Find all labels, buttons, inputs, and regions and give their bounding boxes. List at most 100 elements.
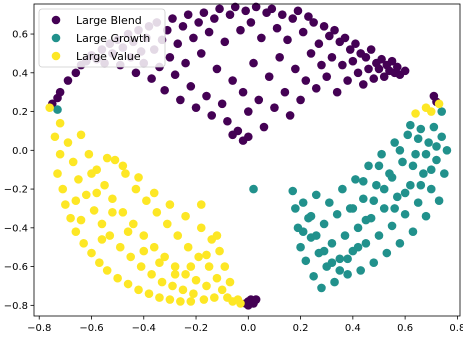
data-point	[426, 107, 436, 116]
data-point	[317, 60, 326, 70]
x-tick-label: 0.4	[345, 323, 361, 334]
data-point	[416, 180, 426, 190]
data-point	[434, 196, 444, 205]
data-point	[249, 58, 258, 68]
data-point	[359, 177, 368, 186]
data-point	[186, 82, 196, 91]
data-point	[257, 33, 266, 43]
data-point	[379, 72, 389, 81]
data-point	[212, 273, 222, 283]
data-point	[277, 10, 287, 19]
data-point	[61, 200, 70, 209]
data-point	[196, 223, 206, 233]
data-point	[364, 64, 373, 74]
data-point	[280, 87, 290, 97]
data-point	[217, 99, 227, 109]
data-point	[55, 118, 65, 128]
data-point	[212, 231, 222, 240]
data-point	[288, 14, 298, 23]
data-point	[345, 45, 355, 54]
data-point	[372, 180, 381, 190]
data-point	[102, 153, 112, 163]
data-point	[105, 231, 115, 240]
data-point	[53, 169, 62, 178]
data-point	[400, 188, 410, 198]
data-point	[183, 242, 193, 252]
data-point	[168, 14, 177, 23]
x-tick-label: 0.0	[240, 323, 256, 334]
data-point	[202, 250, 211, 260]
data-point	[322, 72, 332, 81]
data-point	[319, 246, 329, 256]
data-point	[196, 49, 206, 58]
data-point	[298, 227, 308, 236]
data-point	[390, 138, 399, 147]
series-1	[53, 105, 452, 293]
data-point	[301, 256, 311, 266]
data-point	[157, 277, 167, 287]
data-point	[314, 39, 324, 49]
data-point	[74, 175, 83, 184]
data-point	[115, 242, 125, 252]
data-point	[215, 246, 224, 256]
legend-label: Large Growth	[76, 32, 150, 45]
data-point	[408, 227, 418, 236]
x-tick-label: −0.8	[27, 323, 51, 334]
legend: Large Blend Large Growth Large Value	[38, 8, 166, 68]
y-tick-label: 0.0	[12, 146, 28, 157]
data-point	[50, 132, 60, 142]
data-point	[134, 173, 143, 182]
data-point	[212, 64, 222, 74]
data-point	[351, 175, 360, 184]
data-point	[301, 76, 311, 85]
data-point	[353, 242, 363, 252]
data-point	[275, 52, 284, 62]
data-point	[340, 231, 350, 240]
data-point	[283, 35, 292, 45]
data-point	[374, 64, 384, 74]
data-point	[353, 223, 363, 233]
data-point	[87, 248, 96, 258]
data-point	[241, 6, 250, 16]
data-point	[53, 93, 62, 103]
data-point	[330, 277, 339, 287]
data-point	[244, 301, 253, 310]
plot-frame	[33, 3, 461, 317]
data-point	[377, 149, 386, 159]
data-point	[246, 18, 256, 27]
data-point	[327, 52, 337, 62]
data-point	[196, 200, 206, 209]
data-point	[236, 25, 245, 35]
x-tick-label: 0.2	[293, 323, 309, 334]
x-axis: −0.8 −0.6 −0.4 −0.2 0.0 0.2 0.4 0.6 0.8	[27, 316, 463, 334]
data-point	[306, 49, 316, 58]
data-point	[264, 72, 274, 81]
data-point	[419, 169, 428, 178]
data-point	[228, 76, 237, 85]
data-point	[118, 161, 128, 171]
data-point	[76, 130, 86, 140]
data-point	[335, 254, 345, 264]
data-point	[392, 192, 402, 202]
data-point	[437, 132, 447, 142]
data-point	[325, 31, 334, 41]
data-point	[413, 198, 423, 207]
data-point	[45, 103, 54, 112]
y-tick-label: −0.8	[4, 301, 28, 312]
data-point	[343, 254, 352, 264]
data-point	[390, 204, 399, 213]
data-point	[296, 95, 305, 105]
data-point	[165, 200, 175, 209]
data-point	[68, 157, 78, 167]
data-point	[411, 149, 420, 159]
data-point	[416, 124, 426, 134]
data-point	[55, 149, 65, 159]
data-point	[254, 95, 264, 105]
data-point	[267, 4, 277, 14]
data-point	[379, 204, 389, 213]
data-point	[442, 146, 452, 155]
data-point	[400, 66, 410, 76]
data-point	[317, 283, 326, 293]
data-point	[432, 155, 441, 165]
data-point	[392, 62, 402, 72]
